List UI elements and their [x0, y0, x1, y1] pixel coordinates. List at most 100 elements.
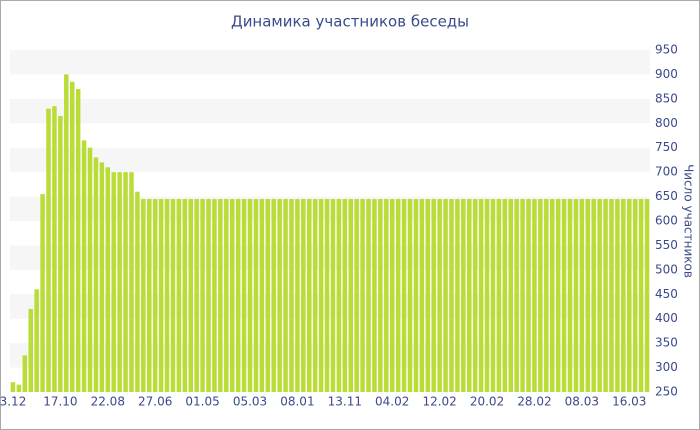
x-tick-label: 28.02 [517, 395, 551, 409]
y-tick-label: 250 [655, 385, 678, 399]
bar [579, 199, 585, 392]
bar [170, 199, 176, 392]
bar [621, 199, 626, 392]
bar [164, 199, 170, 392]
grid-band [10, 98, 650, 124]
y-tick-label: 300 [655, 360, 678, 374]
y-tick-label: 750 [655, 140, 678, 154]
bar [455, 199, 460, 392]
x-tick-label: 12.02 [422, 395, 456, 409]
bar [549, 199, 555, 392]
bar [34, 289, 39, 392]
x-tick-label: 08.03 [565, 395, 599, 409]
bar [271, 199, 276, 392]
bar [472, 199, 478, 392]
bar [135, 191, 140, 392]
bar [425, 199, 431, 392]
bar [87, 147, 93, 392]
bar [241, 199, 247, 392]
bar [307, 199, 312, 392]
bar [431, 199, 436, 392]
bar [401, 199, 407, 392]
bar [336, 199, 342, 392]
grid-band [10, 196, 650, 221]
x-tick-label: 17.10 [43, 395, 77, 409]
x-tick-label: 22.08 [91, 395, 125, 409]
bar [360, 199, 365, 392]
bar [544, 199, 549, 392]
bar [526, 199, 531, 392]
bar [277, 199, 282, 392]
bar [22, 355, 28, 392]
bar [105, 167, 111, 392]
grid-band [10, 147, 650, 173]
y-tick-label: 700 [655, 165, 678, 179]
bar [301, 199, 306, 392]
y-tick-label: 900 [655, 67, 678, 81]
bar [312, 199, 318, 392]
x-tick-label: 04.02 [375, 395, 409, 409]
bar [158, 199, 164, 392]
bar [627, 199, 632, 392]
bar [484, 199, 490, 392]
bar [194, 199, 199, 392]
x-tick-label: 20.02 [470, 395, 504, 409]
bar [99, 162, 105, 392]
y-tick-label: 350 [655, 336, 678, 350]
x-tick-label: 01.05 [185, 395, 219, 409]
bar [188, 199, 193, 392]
bar [46, 108, 51, 392]
y-tick-label: 850 [655, 91, 678, 105]
bar [152, 199, 158, 392]
bar [443, 199, 448, 392]
bar [265, 199, 271, 392]
bar [212, 199, 217, 392]
bar [395, 199, 401, 392]
bar [182, 199, 188, 392]
bar [200, 199, 205, 392]
bar [117, 172, 122, 392]
bar [93, 157, 99, 392]
chart-title: Динамика участников беседы [231, 13, 469, 31]
bar [354, 199, 359, 392]
bar [224, 199, 229, 392]
bar [295, 199, 300, 392]
bar [532, 199, 537, 392]
bar [461, 199, 466, 392]
bar [573, 199, 579, 392]
bar [81, 140, 87, 392]
bar [407, 199, 413, 392]
bar [413, 199, 419, 392]
bar [348, 199, 353, 392]
bar [75, 89, 81, 392]
bar [141, 199, 146, 392]
x-tick-label: 16.03 [612, 395, 646, 409]
bar [597, 199, 602, 392]
bar [283, 199, 288, 392]
bar [632, 199, 638, 392]
bar [615, 199, 620, 392]
grid-band [10, 245, 650, 270]
bar [206, 199, 211, 392]
x-tick-label: 3.12 [0, 395, 26, 409]
y-tick-label: 500 [655, 262, 678, 276]
bar [147, 199, 152, 392]
bar [389, 199, 395, 392]
bar [253, 199, 259, 392]
bar [449, 199, 454, 392]
bar [123, 172, 128, 392]
bar [496, 199, 502, 392]
bar [555, 199, 561, 392]
bar [176, 199, 182, 392]
y-tick-label: 400 [655, 311, 678, 325]
bar [609, 199, 614, 392]
y-tick-label: 550 [655, 238, 678, 252]
x-tick-label: 13.11 [328, 395, 362, 409]
bar [561, 199, 567, 392]
bar [567, 199, 573, 392]
bar [603, 199, 608, 392]
bar [330, 199, 336, 392]
bar [372, 199, 377, 392]
bar [324, 199, 330, 392]
